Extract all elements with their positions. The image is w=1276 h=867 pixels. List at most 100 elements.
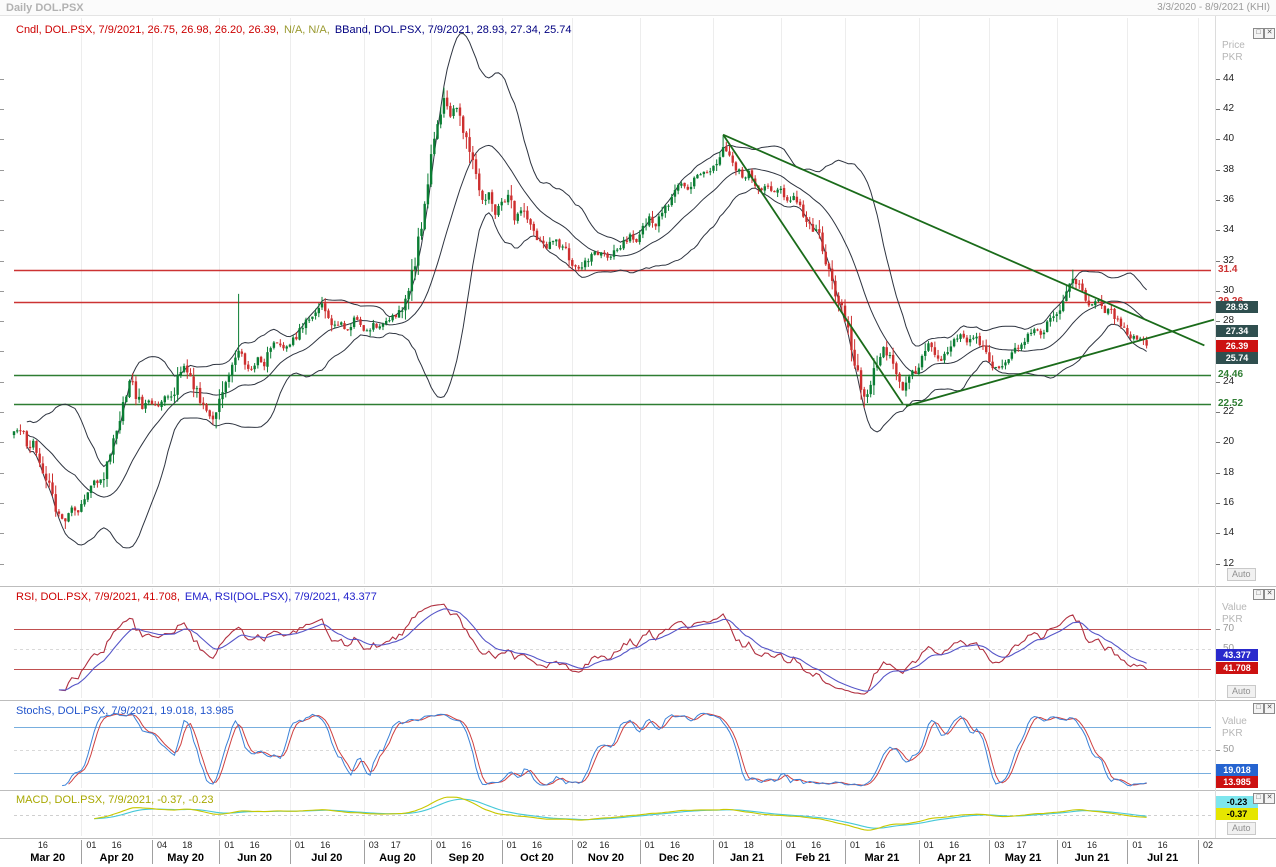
stoch-legend[interactable]: StochS, DOL.PSX, 7/9/2021, 19.018, 13.98… bbox=[16, 705, 239, 717]
price-panel-maximize-button[interactable]: □ bbox=[1253, 28, 1264, 39]
rsi-axis-title: PKR bbox=[1222, 614, 1243, 625]
rsi-legend[interactable]: RSI, DOL.PSX, 7/9/2021, 41.708, EMA, RSI(… bbox=[16, 591, 382, 603]
macd-legend[interactable]: MACD, DOL.PSX, 7/9/2021, -0.37, -0.23 bbox=[16, 794, 218, 806]
price-value-tag: 27.34 bbox=[1216, 325, 1258, 338]
stoch-axis-title: Value bbox=[1222, 716, 1247, 727]
day-tick-label: 16 bbox=[1157, 840, 1168, 850]
price-axis-tick-label: 44 bbox=[1223, 72, 1235, 84]
day-tick-label: 03 bbox=[368, 840, 379, 850]
day-tick-label: 16 bbox=[111, 840, 122, 850]
rsi-axis-title: Value bbox=[1222, 602, 1247, 613]
price-axis-tick-label: 20 bbox=[1223, 436, 1235, 448]
day-tick-label: 16 bbox=[669, 840, 680, 850]
price-axis-tick-label: 42 bbox=[1223, 102, 1235, 114]
legend-segment: BBand, DOL.PSX, 7/9/2021, 28.93, 27.34, … bbox=[334, 24, 572, 36]
month-label: Dec 20 bbox=[658, 852, 695, 864]
month-label: May 21 bbox=[1004, 852, 1042, 864]
legend-segment: Cndl, DOL.PSX, 7/9/2021, 26.75, 26.98, 2… bbox=[16, 24, 279, 36]
price-axis-tick-label: 34 bbox=[1223, 224, 1235, 236]
month-label: Mar 20 bbox=[30, 852, 66, 864]
price-axis-tick-label: 36 bbox=[1223, 193, 1235, 205]
day-tick-label: 01 bbox=[294, 840, 305, 850]
legend-segment: StochS, DOL.PSX, 7/9/2021, 19.018, 13.98… bbox=[16, 705, 234, 717]
month-label: Apr 21 bbox=[936, 852, 972, 864]
price-axis-tick-label: 22 bbox=[1223, 406, 1235, 418]
month-label: Jun 21 bbox=[1074, 852, 1110, 864]
day-tick-label: 17 bbox=[390, 840, 401, 850]
stoch-value-tag: 13.985 bbox=[1216, 776, 1258, 788]
price-axis-tick-label: 40 bbox=[1223, 133, 1235, 145]
rsi-axis-tick-label: 70 bbox=[1223, 623, 1235, 635]
macd-panel-close-button[interactable]: ✕ bbox=[1264, 793, 1275, 804]
day-tick-label: 16 bbox=[37, 840, 48, 850]
stoch-axis-tick-label: 50 bbox=[1223, 744, 1235, 755]
rsi-panel-maximize-button[interactable]: □ bbox=[1253, 589, 1264, 600]
macd-value-tag: -0.37 bbox=[1216, 808, 1258, 820]
day-tick-label: 01 bbox=[506, 840, 517, 850]
day-tick-label: 04 bbox=[156, 840, 167, 850]
rsi-panel-close-button[interactable]: ✕ bbox=[1264, 589, 1275, 600]
rsi-axis-tick-label: 50 bbox=[1223, 643, 1234, 654]
day-tick-label: 01 bbox=[644, 840, 655, 850]
price-axis-title: Price bbox=[1222, 40, 1245, 51]
month-label: Oct 20 bbox=[520, 852, 554, 864]
month-label: Mar 21 bbox=[864, 852, 900, 864]
day-tick-label: 16 bbox=[320, 840, 331, 850]
macd-auto-button[interactable]: Auto bbox=[1227, 822, 1256, 835]
price-axis-tick-label: 32 bbox=[1223, 254, 1235, 266]
legend-segment: EMA, RSI(DOL.PSX), 7/9/2021, 43.377 bbox=[184, 591, 377, 603]
month-label: Apr 20 bbox=[99, 852, 134, 864]
price-axis-title: PKR bbox=[1222, 52, 1243, 63]
day-tick-label: 02 bbox=[577, 840, 588, 850]
title-bar: Daily DOL.PSX 3/3/2020 - 8/9/2021 (KHI) bbox=[0, 0, 1276, 16]
price-panel-close-button[interactable]: ✕ bbox=[1264, 28, 1275, 39]
stoch-axis-title: PKR bbox=[1222, 728, 1243, 739]
stoch-panel-close-button[interactable]: ✕ bbox=[1264, 703, 1275, 714]
day-tick-label: 01 bbox=[1132, 840, 1143, 850]
stoch-value-tag: 19.018 bbox=[1216, 763, 1258, 776]
price-axis-tick-label: 30 bbox=[1223, 284, 1235, 296]
day-tick-label: 16 bbox=[531, 840, 542, 850]
support-level-label: 24.46 bbox=[1218, 368, 1244, 380]
month-label: May 20 bbox=[167, 852, 204, 864]
price-axis-tick-label: 18 bbox=[1223, 466, 1235, 478]
macd-panel-maximize-button[interactable]: □ bbox=[1253, 793, 1264, 804]
day-tick-label: 18 bbox=[182, 840, 193, 850]
month-label: Sep 20 bbox=[448, 852, 485, 864]
day-tick-label: 01 bbox=[785, 840, 796, 850]
day-tick-label: 01 bbox=[850, 840, 861, 850]
resistance-level-label: 31.4 bbox=[1218, 263, 1238, 275]
day-tick-label: 02 bbox=[1202, 840, 1213, 850]
chart-title: Daily DOL.PSX bbox=[6, 1, 84, 14]
day-tick-label: 16 bbox=[461, 840, 472, 850]
price-axis-tick-label: 28 bbox=[1223, 315, 1235, 327]
month-label: Jun 20 bbox=[237, 852, 273, 864]
day-tick-label: 16 bbox=[1087, 840, 1098, 850]
rsi-auto-button[interactable]: Auto bbox=[1227, 685, 1256, 698]
day-tick-label: 16 bbox=[811, 840, 822, 850]
price-value-tag: 26.39 bbox=[1216, 339, 1258, 352]
day-tick-label: 16 bbox=[875, 840, 886, 850]
price-value-tag: 28.93 bbox=[1216, 301, 1258, 314]
stoch-panel-maximize-button[interactable]: □ bbox=[1253, 703, 1264, 714]
price-axis-tick-label: 14 bbox=[1223, 527, 1235, 539]
legend-segment: RSI, DOL.PSX, 7/9/2021, 41.708, bbox=[16, 591, 180, 603]
price-legend[interactable]: Cndl, DOL.PSX, 7/9/2021, 26.75, 26.98, 2… bbox=[16, 24, 576, 36]
legend-segment: MACD, DOL.PSX, 7/9/2021, -0.37, -0.23 bbox=[16, 794, 214, 806]
day-tick-label: 16 bbox=[249, 840, 260, 850]
day-tick-label: 16 bbox=[949, 840, 960, 850]
month-label: Jan 21 bbox=[730, 852, 765, 864]
day-tick-label: 16 bbox=[599, 840, 610, 850]
price-axis-tick-label: 38 bbox=[1223, 163, 1235, 175]
month-label: Nov 20 bbox=[587, 852, 624, 864]
rsi-value-tag: 41.708 bbox=[1216, 661, 1258, 674]
price-auto-button[interactable]: Auto bbox=[1227, 568, 1256, 581]
month-label: Jul 20 bbox=[311, 852, 343, 864]
day-tick-label: 01 bbox=[1061, 840, 1072, 850]
day-tick-label: 01 bbox=[718, 840, 729, 850]
month-label: Jul 21 bbox=[1147, 852, 1179, 864]
price-value-tag: 25.74 bbox=[1216, 352, 1258, 365]
